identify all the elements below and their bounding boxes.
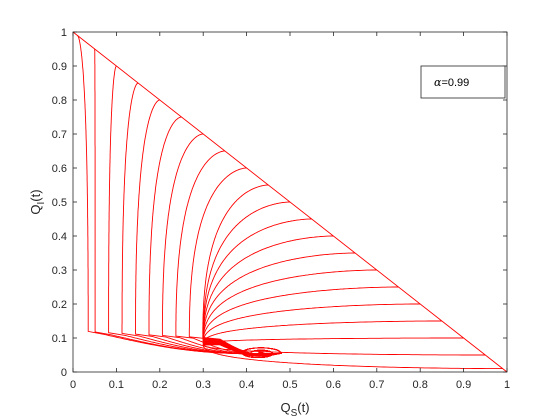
x-axis-label-base: Q	[280, 400, 290, 415]
x-tick-label: 0.8	[413, 379, 428, 391]
y-tick-label: 0.9	[52, 61, 67, 73]
y-axis-label-suffix: (t)	[28, 189, 43, 201]
x-tick-label: 0.2	[152, 379, 167, 391]
x-tick-label: 0.1	[109, 379, 124, 391]
x-axis-label-suffix: (t)	[297, 400, 309, 415]
axis-ticks: 0 0.1 0.2 0.3 0.4 0.5 0.6 0.7 0.8 0.9 1 0 0.1 0.2 0.3 0…	[52, 27, 510, 391]
y-tick-label: 0.1	[52, 333, 67, 345]
x-tick-label: 0.7	[369, 379, 384, 391]
x-tick-label: 0.6	[326, 379, 341, 391]
y-tick-label: 0	[61, 367, 67, 379]
x-tick-label: 0.3	[196, 379, 211, 391]
y-tick-label: 0.8	[52, 95, 67, 107]
y-tick-label: 1	[61, 27, 67, 39]
y-tick-label: 0.3	[52, 265, 67, 277]
legend-symbol: α	[434, 76, 442, 89]
x-tick-label: 0.4	[239, 379, 254, 391]
x-tick-label: 1	[504, 379, 510, 391]
y-axis-label-base: Q	[28, 204, 43, 214]
legend-box	[420, 65, 506, 99]
x-tick-label: 0.9	[456, 379, 471, 391]
y-tick-label: 0.6	[52, 163, 67, 175]
legend-value: =0.99	[441, 77, 469, 89]
x-axis-label-sub: S	[291, 408, 298, 419]
y-tick-label: 0.4	[52, 231, 67, 243]
x-axis-label: QS(t)	[280, 400, 309, 419]
y-axis-label: QI(t)	[28, 189, 47, 214]
x-tick-label: 0	[70, 379, 76, 391]
y-axis-label-sub: I	[36, 202, 47, 205]
trajectory-group	[72, 31, 508, 373]
y-tick-label: 0.5	[52, 197, 67, 209]
y-tick-label: 0.2	[52, 299, 67, 311]
x-tick-label: 0.5	[282, 379, 297, 391]
legend-text: α=0.99	[434, 76, 469, 89]
legend: α=0.99	[420, 65, 506, 99]
trajectory-20	[202, 344, 503, 370]
y-tick-label: 0.7	[52, 129, 67, 141]
